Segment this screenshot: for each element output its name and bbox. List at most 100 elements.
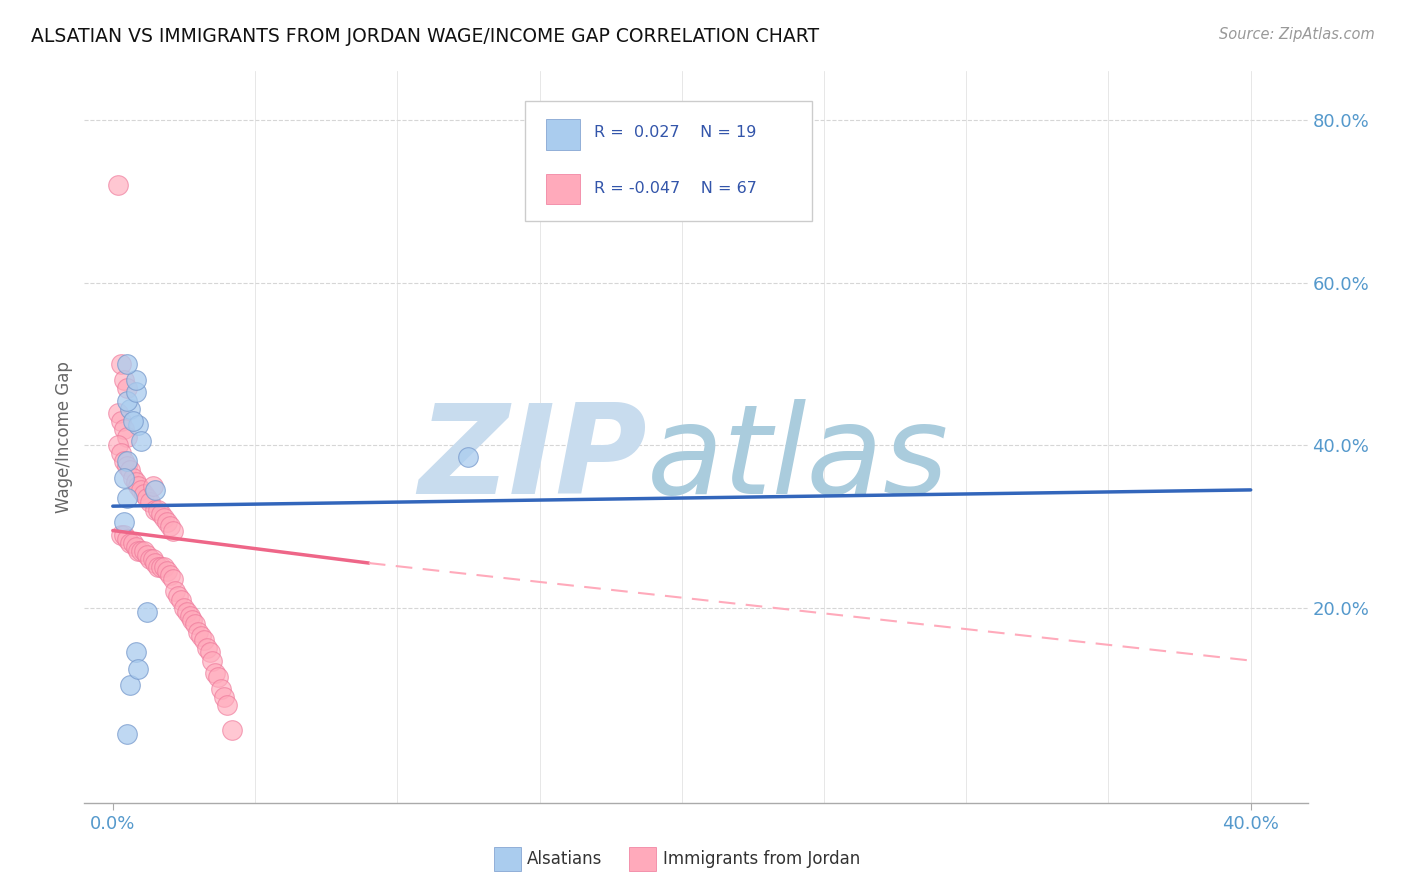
Point xyxy=(112,516,135,530)
Point xyxy=(148,560,170,574)
FancyBboxPatch shape xyxy=(524,101,813,221)
Point xyxy=(132,544,155,558)
Point xyxy=(115,393,138,408)
Point xyxy=(110,527,132,541)
Point xyxy=(173,600,195,615)
Point xyxy=(139,552,162,566)
Point xyxy=(207,670,229,684)
Point xyxy=(127,479,149,493)
Point xyxy=(156,516,179,530)
Point xyxy=(115,458,138,473)
Point xyxy=(170,592,193,607)
Point xyxy=(150,560,173,574)
Point xyxy=(129,544,152,558)
Point xyxy=(212,690,235,705)
Point xyxy=(112,471,135,485)
Point xyxy=(127,662,149,676)
Point xyxy=(167,589,190,603)
Point xyxy=(112,373,135,387)
Point xyxy=(181,613,204,627)
Point xyxy=(124,475,146,489)
Point xyxy=(115,727,138,741)
Point xyxy=(221,723,243,737)
Point xyxy=(165,584,187,599)
Point xyxy=(201,654,224,668)
Point xyxy=(457,450,479,465)
Point xyxy=(118,401,141,416)
Point xyxy=(145,503,167,517)
Point xyxy=(195,641,218,656)
Text: R =  0.027    N = 19: R = 0.027 N = 19 xyxy=(595,125,756,139)
Text: Source: ZipAtlas.com: Source: ZipAtlas.com xyxy=(1219,27,1375,42)
Point xyxy=(142,552,165,566)
Point xyxy=(115,532,138,546)
Point xyxy=(176,605,198,619)
Point xyxy=(162,572,184,586)
Text: Alsatians: Alsatians xyxy=(527,850,603,868)
Point xyxy=(153,511,176,525)
Point xyxy=(159,568,181,582)
Point xyxy=(193,633,215,648)
Point xyxy=(112,422,135,436)
Point xyxy=(136,605,159,619)
Point xyxy=(184,617,207,632)
Point xyxy=(198,645,221,659)
Point xyxy=(112,527,135,541)
Text: Immigrants from Jordan: Immigrants from Jordan xyxy=(664,850,860,868)
Point xyxy=(124,645,146,659)
Y-axis label: Wage/Income Gap: Wage/Income Gap xyxy=(55,361,73,513)
Point xyxy=(145,483,167,497)
FancyBboxPatch shape xyxy=(546,119,579,150)
Point xyxy=(124,373,146,387)
Point xyxy=(107,178,129,193)
Point xyxy=(127,417,149,432)
Point xyxy=(142,479,165,493)
Point xyxy=(190,629,212,643)
Point xyxy=(136,491,159,505)
Point xyxy=(148,503,170,517)
Point xyxy=(110,357,132,371)
Text: ZIP: ZIP xyxy=(419,399,647,519)
FancyBboxPatch shape xyxy=(546,174,579,204)
Text: ALSATIAN VS IMMIGRANTS FROM JORDAN WAGE/INCOME GAP CORRELATION CHART: ALSATIAN VS IMMIGRANTS FROM JORDAN WAGE/… xyxy=(31,27,820,45)
Point xyxy=(179,608,201,623)
Point xyxy=(215,698,238,713)
Point xyxy=(112,454,135,468)
Point xyxy=(145,556,167,570)
Point xyxy=(159,519,181,533)
Point xyxy=(156,564,179,578)
Point xyxy=(115,454,138,468)
Point xyxy=(124,540,146,554)
FancyBboxPatch shape xyxy=(494,847,522,871)
Point xyxy=(118,462,141,476)
Point xyxy=(121,471,143,485)
Point xyxy=(129,434,152,449)
Point xyxy=(121,414,143,428)
Point xyxy=(118,535,141,549)
Point xyxy=(204,665,226,680)
Point xyxy=(129,483,152,497)
Point xyxy=(150,508,173,522)
Point xyxy=(115,430,138,444)
Point xyxy=(162,524,184,538)
Point xyxy=(132,487,155,501)
FancyBboxPatch shape xyxy=(628,847,655,871)
Point xyxy=(110,414,132,428)
Point xyxy=(110,446,132,460)
Point xyxy=(115,357,138,371)
Point xyxy=(136,548,159,562)
Point xyxy=(107,438,129,452)
Point xyxy=(187,625,209,640)
Point xyxy=(115,381,138,395)
Point xyxy=(124,385,146,400)
Point xyxy=(127,544,149,558)
Text: atlas: atlas xyxy=(647,399,949,519)
Point xyxy=(118,678,141,692)
Point xyxy=(153,560,176,574)
Text: R = -0.047    N = 67: R = -0.047 N = 67 xyxy=(595,181,758,196)
Point xyxy=(209,681,232,696)
Point xyxy=(107,406,129,420)
Point xyxy=(115,491,138,505)
Point xyxy=(121,535,143,549)
Point xyxy=(139,495,162,509)
